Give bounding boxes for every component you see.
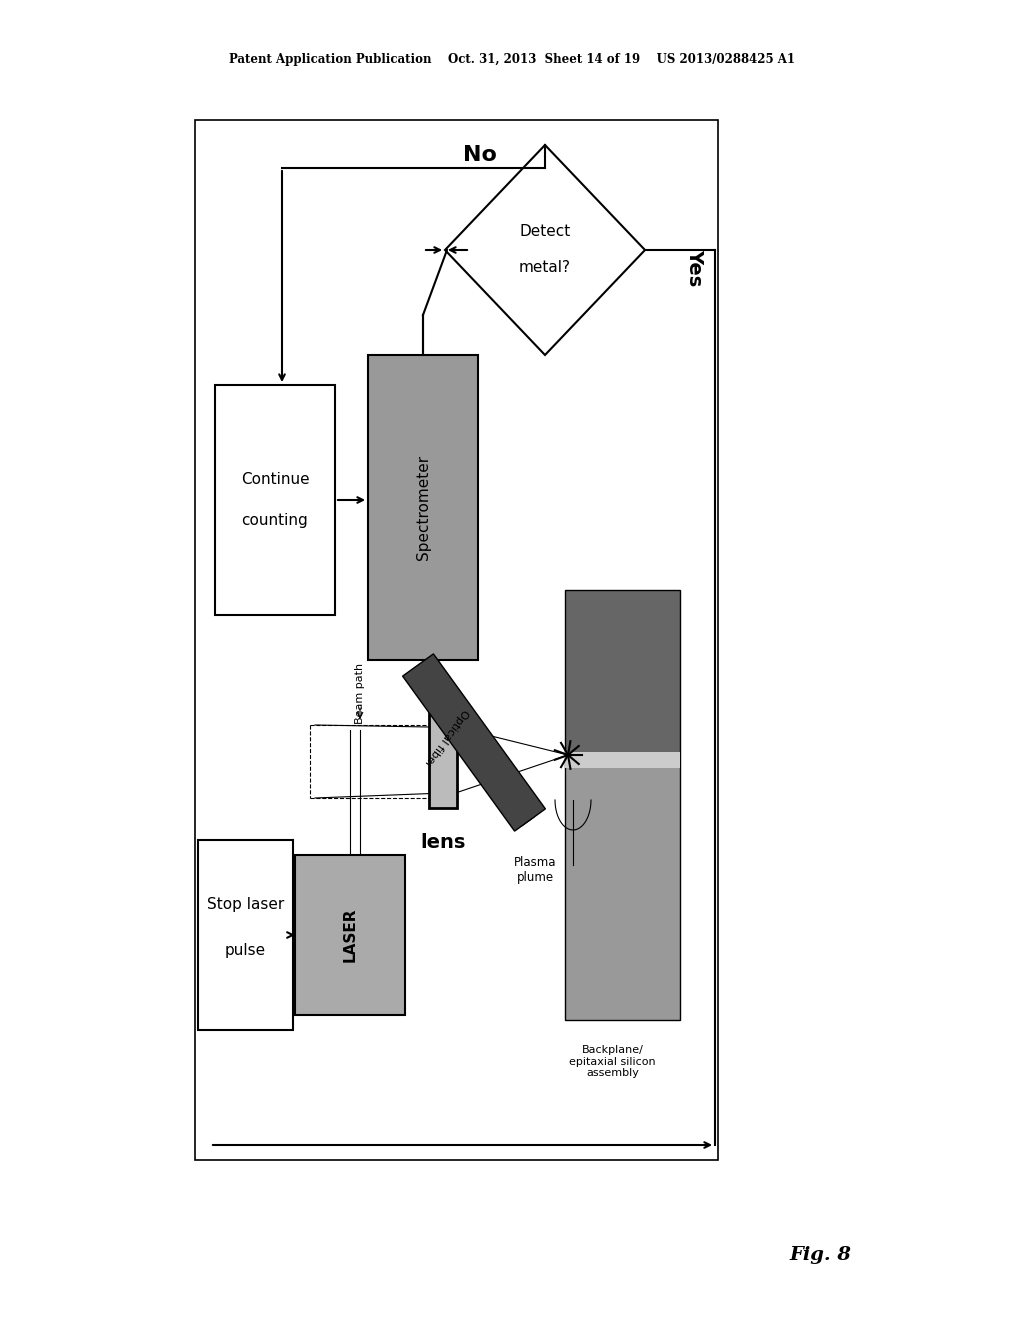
Bar: [429, 713, 457, 808]
Bar: [215, 385, 335, 615]
Bar: [565, 590, 680, 760]
Text: Continue: Continue: [241, 473, 309, 487]
Text: No: No: [463, 145, 497, 165]
Text: LASER: LASER: [342, 908, 357, 962]
Bar: [195, 120, 718, 1160]
Text: Plasma
plume: Plasma plume: [514, 855, 556, 884]
Polygon shape: [402, 653, 546, 832]
Text: counting: counting: [242, 512, 308, 528]
Text: lens: lens: [420, 833, 466, 851]
Bar: [368, 355, 478, 660]
Bar: [198, 840, 293, 1030]
Text: Stop laser: Stop laser: [207, 898, 284, 912]
Text: Detect: Detect: [519, 224, 570, 239]
Text: pulse: pulse: [225, 942, 266, 957]
Text: Beam path: Beam path: [355, 663, 365, 723]
Bar: [565, 760, 680, 1020]
Text: Fig. 8: Fig. 8: [790, 1246, 851, 1265]
Text: Spectrometer: Spectrometer: [416, 455, 430, 560]
Bar: [565, 590, 680, 1020]
Text: Patent Application Publication    Oct. 31, 2013  Sheet 14 of 19    US 2013/02884: Patent Application Publication Oct. 31, …: [229, 54, 795, 66]
Text: Yes: Yes: [685, 249, 705, 286]
Text: Backplane/
epitaxial silicon
assembly: Backplane/ epitaxial silicon assembly: [569, 1045, 655, 1078]
Text: Optical fiber: Optical fiber: [422, 706, 470, 768]
Text: metal?: metal?: [519, 260, 571, 276]
Bar: [565, 752, 680, 768]
Bar: [295, 855, 406, 1015]
